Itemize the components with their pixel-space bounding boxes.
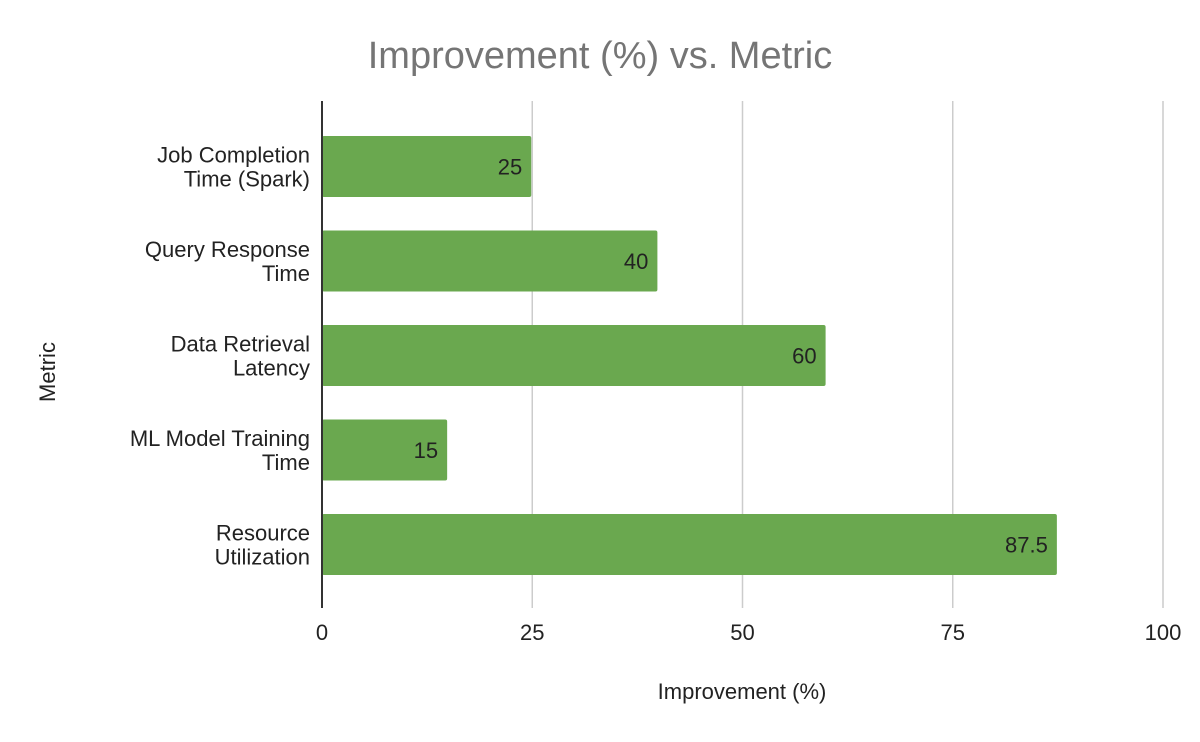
- bar: [322, 136, 532, 197]
- category-label: Query Response: [145, 237, 310, 262]
- bar-value-label: 40: [624, 249, 648, 274]
- x-tick-label: 75: [941, 620, 965, 645]
- x-tick-label: 25: [520, 620, 544, 645]
- bar-value-label: 15: [414, 438, 438, 463]
- chart-title: Improvement (%) vs. Metric: [368, 35, 833, 77]
- x-tick-label: 0: [316, 620, 328, 645]
- x-tick-labels: 0 25 50 75 100: [316, 620, 1181, 645]
- data-labels: 25 40 60 15 87.5: [414, 155, 1048, 558]
- category-label: Resource: [216, 521, 310, 546]
- bar-value-label: 87.5: [1005, 533, 1048, 558]
- category-label: Job Completion: [157, 143, 310, 168]
- x-tick-label: 100: [1145, 620, 1182, 645]
- bar-value-label: 60: [792, 344, 816, 369]
- category-label: ML Model Training: [130, 426, 310, 451]
- bars: [322, 136, 1057, 575]
- category-label: Time (Spark): [184, 167, 310, 192]
- bar-value-label: 25: [498, 155, 522, 180]
- category-label: Data Retrieval: [171, 332, 310, 357]
- category-label: Time: [262, 450, 310, 475]
- category-label: Time: [262, 261, 310, 286]
- bar: [322, 325, 826, 386]
- bar: [322, 514, 1057, 575]
- x-axis-title: Improvement (%): [658, 679, 827, 704]
- y-axis-title: Metric: [35, 342, 60, 402]
- bar: [322, 419, 448, 481]
- category-label: Latency: [233, 356, 310, 381]
- x-tick-label: 50: [730, 620, 754, 645]
- bar: [322, 230, 658, 292]
- category-label: Utilization: [215, 545, 310, 570]
